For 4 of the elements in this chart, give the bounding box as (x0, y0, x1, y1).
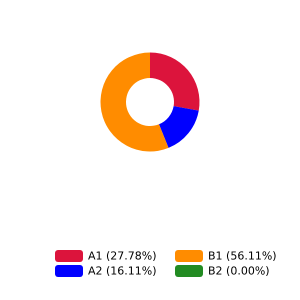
legend-label: B1 (56.11%) (208, 250, 277, 262)
legend-label: A2 (16.11%) (88, 264, 157, 278)
legend-label: B2 (0.00%) (208, 264, 270, 278)
legend-label: A1 (27.78%) (88, 250, 157, 262)
